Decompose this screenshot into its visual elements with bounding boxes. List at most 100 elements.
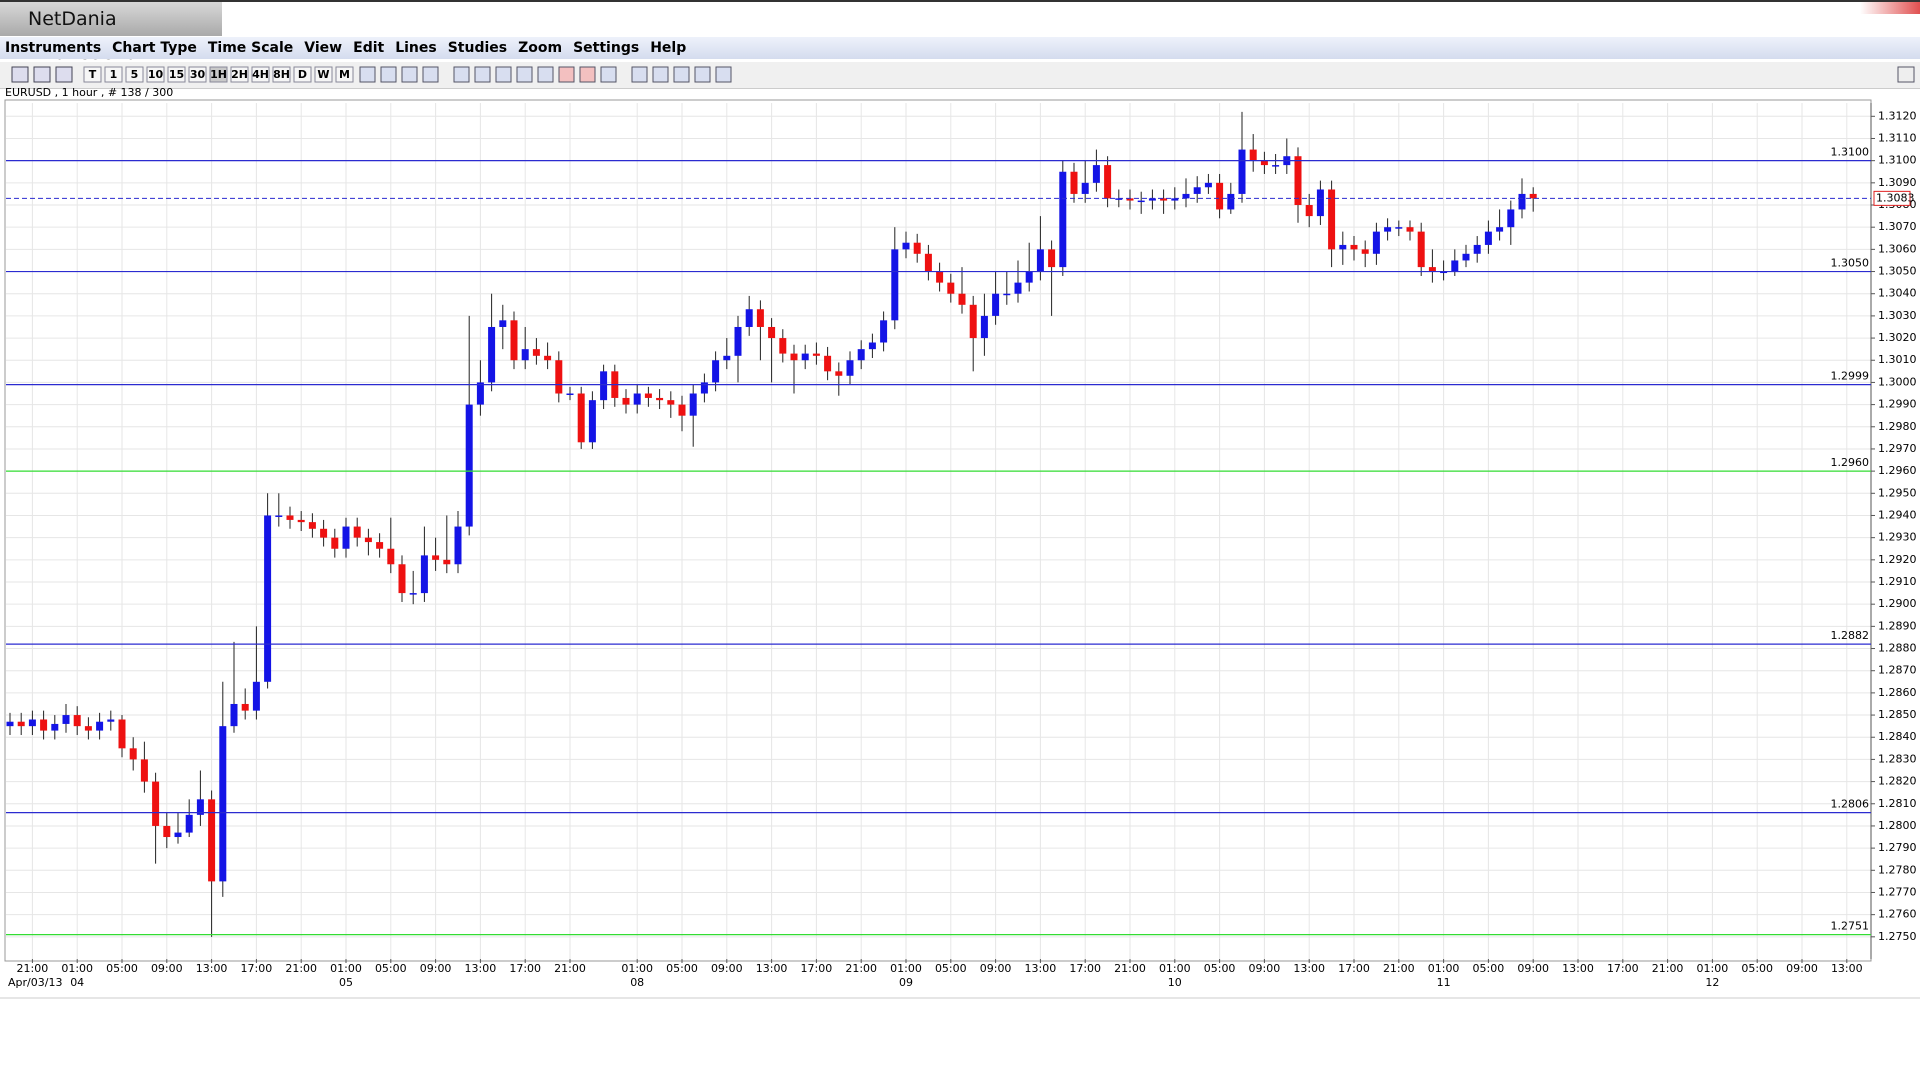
menu-item[interactable]: Instruments xyxy=(5,40,102,56)
menu-item[interactable]: View xyxy=(304,40,343,56)
candle-body xyxy=(1059,171,1067,268)
candle-body xyxy=(700,382,708,394)
x-tick-label: 05:00 xyxy=(935,962,967,975)
candle-body xyxy=(1193,187,1201,194)
x-tick-label: 01:00 xyxy=(621,962,653,975)
menu-item[interactable]: Settings xyxy=(573,40,640,56)
candle-body xyxy=(1238,149,1246,194)
x-tick-label: 05:00 xyxy=(375,962,407,975)
candle-body xyxy=(6,721,14,727)
x-tick-label: 17:00 xyxy=(241,962,273,975)
x-tick-label: 01:00 xyxy=(890,962,922,975)
candle-body xyxy=(689,393,697,416)
candle-body xyxy=(1350,244,1358,250)
x-tick-label: 01:00 xyxy=(1428,962,1460,975)
candle-body xyxy=(1395,227,1403,229)
candle-body xyxy=(611,371,619,398)
candle-body xyxy=(678,404,686,416)
bottom-area xyxy=(0,998,1920,1080)
candle-body xyxy=(353,526,361,538)
tool-icon xyxy=(55,66,73,83)
menu-item[interactable]: Help xyxy=(650,40,687,56)
y-tick-label: 1.3080 xyxy=(1878,198,1917,211)
candle-body xyxy=(1361,249,1369,254)
x-tick-label: 21:00 xyxy=(554,962,586,975)
x-tick-label: 13:00 xyxy=(465,962,497,975)
x-tick-label: 01:00 xyxy=(330,962,362,975)
candle-body xyxy=(476,382,484,405)
candle-body xyxy=(779,338,787,354)
x-tick-label: 13:00 xyxy=(1025,962,1057,975)
y-tick-label: 1.2980 xyxy=(1878,420,1917,433)
candle-body xyxy=(588,400,596,443)
candle-body xyxy=(947,282,955,294)
x-tick-label: 17:00 xyxy=(1338,962,1370,975)
y-tick-label: 1.3020 xyxy=(1878,331,1917,344)
y-tick-label: 1.2860 xyxy=(1878,686,1917,699)
candle-body xyxy=(1137,200,1145,203)
y-tick-label: 1.2830 xyxy=(1878,752,1917,765)
x-tick-label: 13:00 xyxy=(196,962,228,975)
timeframe-button xyxy=(251,66,270,83)
candle-body xyxy=(723,355,731,361)
x-tick-label: 09:00 xyxy=(1517,962,1549,975)
timeframe-label: 15 xyxy=(169,68,184,81)
candle-body xyxy=(409,593,417,595)
tool-icon xyxy=(380,66,397,83)
x-tick-label: 01:00 xyxy=(1697,962,1729,975)
candle-body xyxy=(969,304,977,339)
candle-body xyxy=(1384,227,1392,232)
candle-body xyxy=(980,315,988,339)
candle-body xyxy=(1260,160,1268,166)
candle-body xyxy=(566,393,574,396)
tool-icon xyxy=(474,66,491,83)
y-tick-label: 1.2750 xyxy=(1878,930,1917,943)
candle-body xyxy=(264,515,272,682)
candle-body xyxy=(1473,244,1481,254)
menu-item[interactable]: Time Scale xyxy=(207,40,294,56)
window-close[interactable] xyxy=(1860,2,1920,14)
candle-body xyxy=(768,326,776,339)
candle-body xyxy=(734,326,742,356)
x-tick-label: 17:00 xyxy=(801,962,833,975)
menu-item[interactable]: Zoom xyxy=(518,40,563,56)
timeframe-label: 8H xyxy=(273,68,290,81)
window-title: NetDania FinanceChart xyxy=(0,2,222,64)
x-tick-label: 09:00 xyxy=(711,962,743,975)
x-tick-label: 09:00 xyxy=(1249,962,1281,975)
tool-icon xyxy=(631,66,648,83)
timeframe-button xyxy=(104,66,123,83)
y-tick-label: 1.3030 xyxy=(1878,309,1917,322)
timeframe-button xyxy=(293,66,312,83)
menu-item[interactable]: Lines xyxy=(395,40,437,56)
x-tick-label: 21:00 xyxy=(1114,962,1146,975)
candle-body xyxy=(96,721,104,731)
candle-body xyxy=(308,522,316,529)
x-date-label: 10 xyxy=(1168,976,1182,989)
candle-body xyxy=(252,681,260,711)
timeframe-button xyxy=(188,66,207,83)
timeframe-label: T xyxy=(89,68,97,81)
tool-icon xyxy=(422,66,439,83)
x-tick-label: 13:00 xyxy=(756,962,788,975)
y-tick-label: 1.2960 xyxy=(1878,464,1917,477)
y-tick-label: 1.3070 xyxy=(1878,220,1917,233)
menu-item[interactable]: Studies xyxy=(447,40,508,56)
candle-body xyxy=(656,397,664,401)
candle-body xyxy=(555,360,563,394)
plot-frame xyxy=(4,99,1872,962)
y-tick-label: 1.2820 xyxy=(1878,775,1917,788)
y-tick-label: 1.3040 xyxy=(1878,287,1917,300)
candle-body xyxy=(152,781,160,826)
y-tick-label: 1.2840 xyxy=(1878,730,1917,743)
menu-item[interactable]: Chart Type xyxy=(112,40,197,56)
x-tick-label: 05:00 xyxy=(1204,962,1236,975)
candle-body xyxy=(1070,171,1078,194)
candle-body xyxy=(936,271,944,283)
tool-icon xyxy=(1897,66,1915,83)
menu-item[interactable]: Edit xyxy=(353,40,385,56)
tool-icon xyxy=(359,66,376,83)
candle-body xyxy=(824,355,832,372)
candle-body xyxy=(420,555,428,594)
